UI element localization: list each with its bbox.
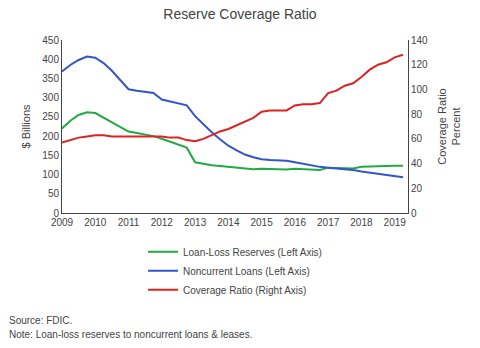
svg-text:Reserve Coverage Ratio: Reserve Coverage Ratio	[163, 6, 317, 22]
svg-text:Coverage RatioPercent: Coverage RatioPercent	[436, 88, 462, 164]
svg-text:Note: Loan-loss reserves to no: Note: Loan-loss reserves to noncurrent l…	[9, 329, 252, 340]
svg-text:40: 40	[411, 158, 423, 169]
svg-text:2014: 2014	[217, 217, 240, 228]
svg-text:2013: 2013	[184, 217, 207, 228]
svg-text:Loan-Loss Reserves (Left Axis): Loan-Loss Reserves (Left Axis)	[183, 247, 322, 258]
svg-text:100: 100	[411, 84, 428, 95]
svg-text:60: 60	[411, 133, 423, 144]
svg-text:0: 0	[411, 208, 417, 219]
svg-text:2015: 2015	[250, 217, 273, 228]
svg-text:140: 140	[411, 35, 428, 46]
svg-text:2016: 2016	[284, 217, 307, 228]
svg-text:2017: 2017	[317, 217, 340, 228]
svg-text:100: 100	[42, 169, 59, 180]
svg-text:2012: 2012	[151, 217, 174, 228]
svg-text:350: 350	[42, 73, 59, 84]
svg-text:400: 400	[42, 54, 59, 65]
svg-text:Coverage Ratio (Right Axis): Coverage Ratio (Right Axis)	[183, 285, 306, 296]
svg-text:Source: FDIC.: Source: FDIC.	[9, 315, 72, 326]
svg-text:20: 20	[411, 183, 423, 194]
svg-text:2011: 2011	[118, 217, 140, 228]
svg-text:150: 150	[42, 150, 59, 161]
svg-text:120: 120	[411, 59, 428, 70]
svg-text:2019: 2019	[384, 217, 407, 228]
svg-text:Noncurrent Loans (Left Axis): Noncurrent Loans (Left Axis)	[183, 266, 310, 277]
svg-text:50: 50	[48, 188, 60, 199]
svg-text:2010: 2010	[84, 217, 107, 228]
svg-text:450: 450	[42, 35, 59, 46]
svg-text:$ Billions: $ Billions	[20, 104, 32, 149]
svg-text:200: 200	[42, 131, 59, 142]
svg-text:250: 250	[42, 111, 59, 122]
svg-text:2018: 2018	[350, 217, 373, 228]
svg-text:300: 300	[42, 92, 59, 103]
svg-text:2009: 2009	[51, 217, 74, 228]
svg-text:0: 0	[53, 208, 59, 219]
svg-text:80: 80	[411, 109, 423, 120]
